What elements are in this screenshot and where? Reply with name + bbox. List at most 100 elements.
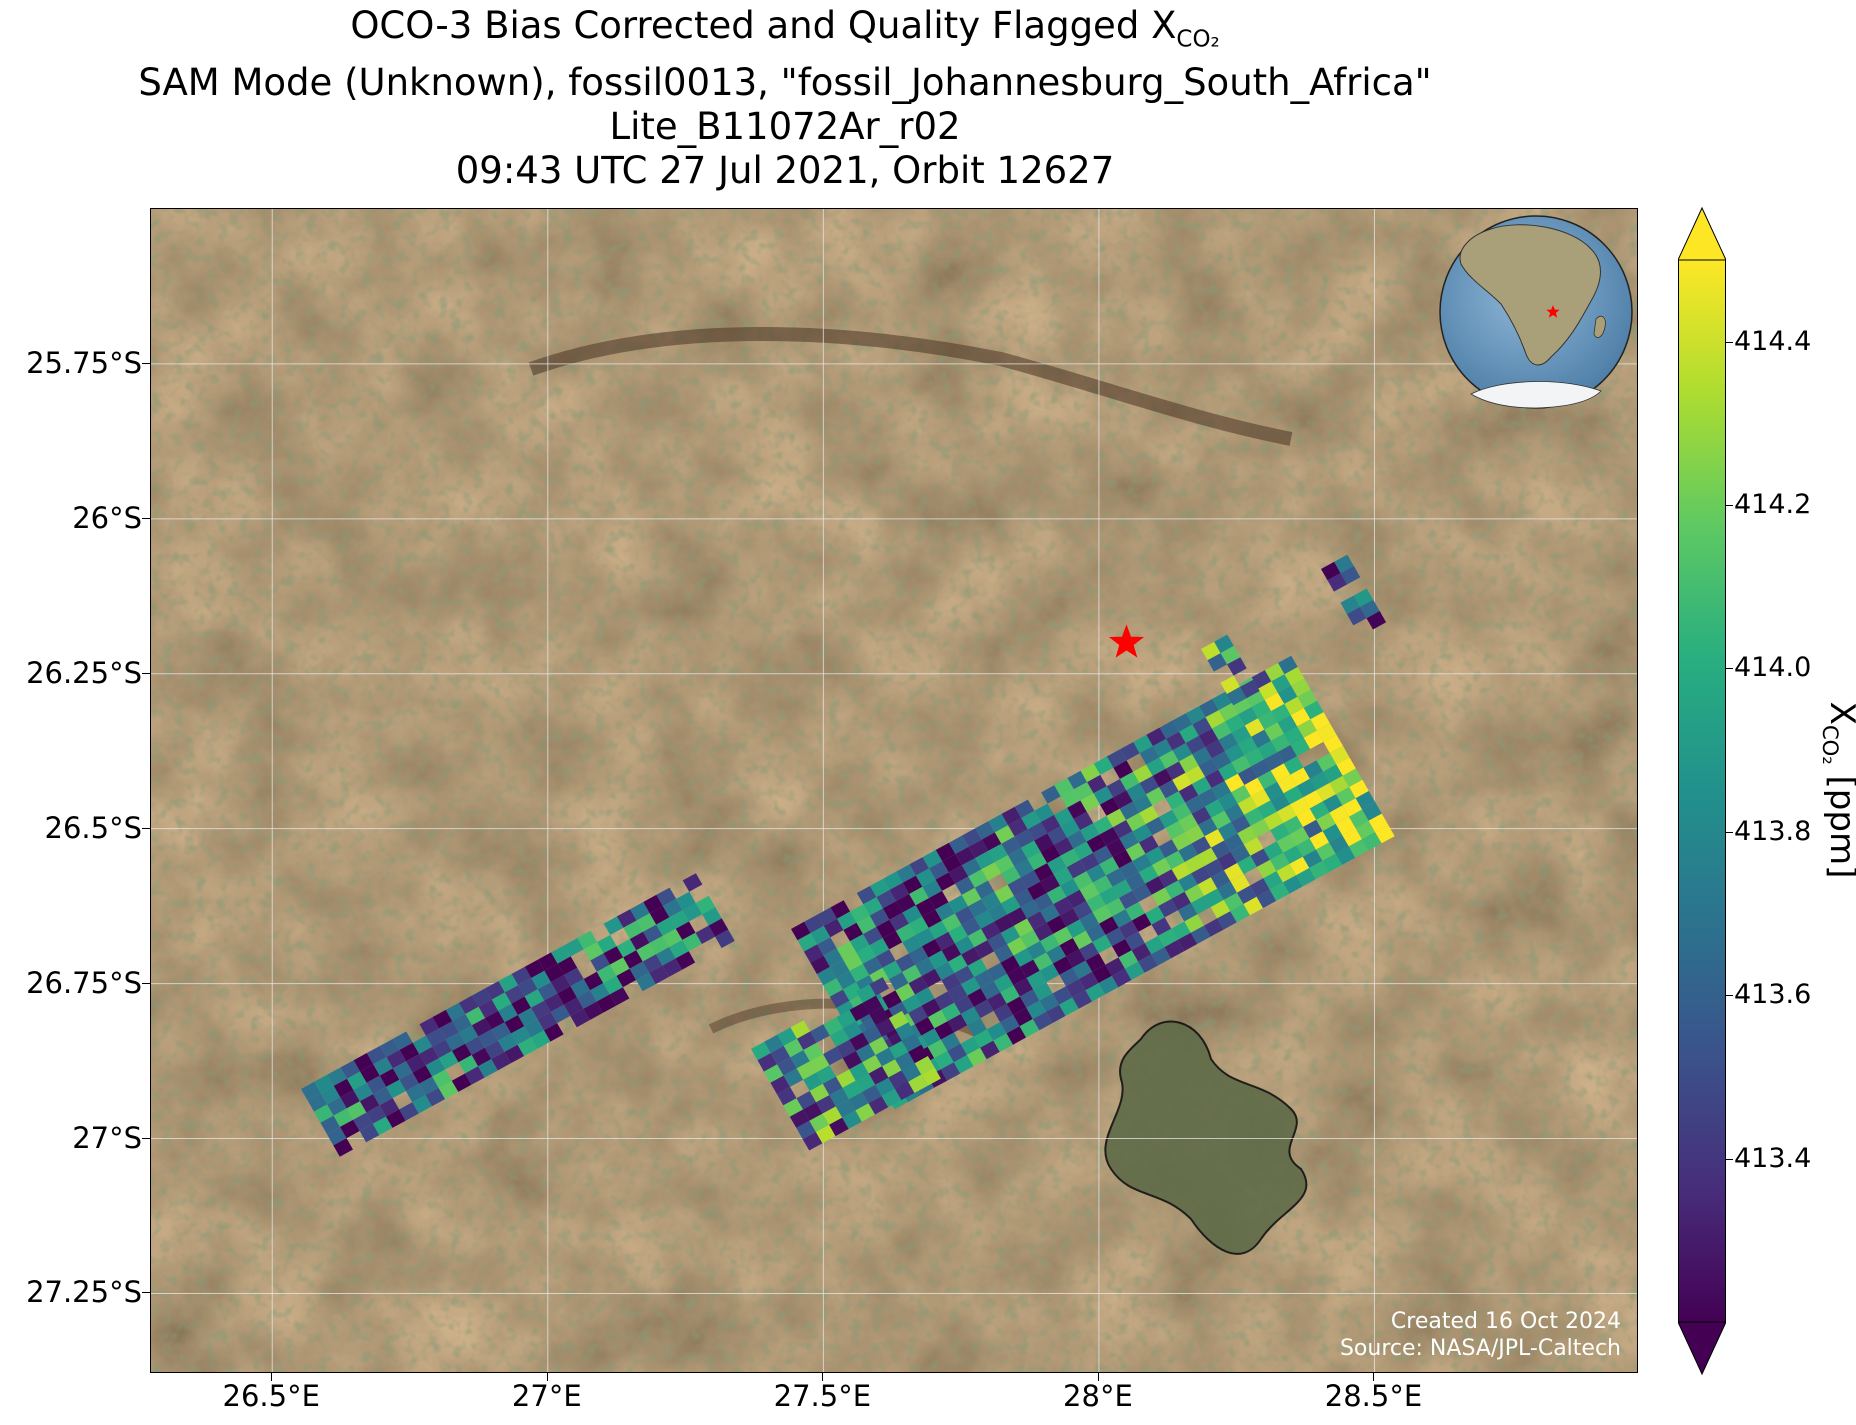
footprint-cell <box>1119 801 1140 820</box>
footprint-cell <box>1270 852 1290 872</box>
colorbar-tick-label: 413.4 <box>1734 1142 1812 1174</box>
x-tick-mark <box>546 1373 548 1381</box>
footprint-cell <box>517 1007 538 1027</box>
footprint-cell <box>504 1015 525 1034</box>
footprint-cell <box>823 978 843 997</box>
footprint-cell <box>1144 935 1165 955</box>
footprint-cell <box>379 1098 400 1117</box>
footprint-cell <box>1158 928 1178 948</box>
footprint-cell <box>1355 791 1376 810</box>
footprint-cell <box>849 934 870 953</box>
footprint-cell <box>770 1075 790 1095</box>
footprint-cell <box>491 1051 511 1071</box>
footprint-cell <box>1251 729 1271 749</box>
footprint-cell <box>1230 904 1250 923</box>
footprint-cell <box>830 959 850 979</box>
footprint-cell <box>986 1022 1007 1041</box>
footprint-cell <box>1099 886 1119 906</box>
map-canvas[interactable] <box>151 209 1638 1373</box>
footprint-cell <box>1172 802 1192 821</box>
footprint-cell <box>1191 776 1212 796</box>
footprint-cell <box>1000 896 1021 915</box>
footprint-cell <box>823 1017 843 1036</box>
footprint-cell <box>1230 844 1251 863</box>
footprint-cell <box>1323 734 1343 754</box>
footprint-cell <box>1066 949 1086 968</box>
footprint-cell <box>875 1018 896 1037</box>
footprint-cell <box>1014 859 1034 878</box>
y-tick-mark <box>142 1137 150 1139</box>
footprint-cell <box>967 928 988 948</box>
footprint-cell <box>609 987 630 1006</box>
footprint-cell <box>842 1021 863 1040</box>
footprint-cell <box>822 1106 843 1125</box>
footprint-cell <box>875 1047 896 1067</box>
footprint-cell <box>1006 996 1027 1015</box>
footprint-cell <box>320 1085 341 1105</box>
footprint-cell <box>1106 838 1126 857</box>
xco2-footprints[interactable] <box>301 554 1395 1157</box>
footprint-cell <box>1256 889 1277 909</box>
footprint-cell <box>908 1044 928 1064</box>
y-tick-mark <box>142 517 150 519</box>
footprint-cell <box>603 946 624 965</box>
footprint-cell <box>1177 903 1198 922</box>
footprint-cell <box>451 1073 472 1092</box>
footprint-cell <box>452 1043 472 1063</box>
footprint-cell <box>583 1001 604 1020</box>
footprint-cell <box>1027 881 1047 901</box>
footprint-cell <box>1019 1019 1040 1038</box>
y-tick-label: 26.75°S <box>26 965 142 1000</box>
footprint-cell <box>869 1006 889 1026</box>
footprint-cell <box>1240 679 1260 699</box>
footprint-cell <box>849 1002 870 1022</box>
footprint-cell <box>1152 738 1173 758</box>
footprint-cell <box>623 920 643 939</box>
footprint-cell <box>988 843 1008 863</box>
footprint-cell <box>1007 877 1028 896</box>
footprint-cell <box>1277 774 1297 794</box>
colorbar-tick-mark <box>1725 831 1733 833</box>
title-line-4: 09:43 UTC 27 Jul 2021, Orbit 12627 <box>455 149 1115 193</box>
footprint-cell <box>823 948 844 967</box>
colorbar <box>1678 206 1726 1376</box>
footprint-cell <box>1250 848 1270 867</box>
footprint-cell <box>1131 943 1152 962</box>
y-tick-mark <box>142 982 150 984</box>
footprint-cell <box>1000 1015 1020 1034</box>
footprint-cell <box>1093 756 1114 775</box>
x-tick-mark <box>1373 1373 1375 1381</box>
footprint-cell <box>791 921 811 941</box>
map-panel[interactable]: Created 16 Oct 2024 Source: NASA/JPL-Cal… <box>150 208 1638 1373</box>
footprint-cell <box>1020 870 1041 889</box>
footprint-cell <box>810 1024 830 1043</box>
footprint-cell <box>1205 739 1225 759</box>
footprint-cell <box>803 1072 823 1091</box>
basemap <box>151 209 1637 1372</box>
footprint-cell <box>1093 845 1113 865</box>
footprint-cell <box>1211 751 1232 770</box>
footprint-cell <box>783 1038 804 1058</box>
target-star-icon[interactable] <box>1108 624 1144 658</box>
footprint-cell <box>1217 851 1238 871</box>
footprint-cell <box>896 894 916 913</box>
footprint-cell <box>1008 818 1028 837</box>
footprint-cell <box>1257 770 1278 790</box>
footprint-cell <box>1001 806 1022 826</box>
footprint-cell <box>1040 814 1061 834</box>
footprint-cell <box>1223 892 1244 912</box>
footprint-cell <box>935 872 956 891</box>
footprint-cell <box>1192 717 1212 736</box>
footprint-cell <box>1282 875 1303 894</box>
footprint-cell <box>1178 843 1198 862</box>
footprint-cell <box>1231 755 1252 774</box>
footprint-cell <box>1099 916 1119 935</box>
footprint-cell <box>1204 918 1224 937</box>
footprint-cell <box>649 935 670 955</box>
footprint-cell <box>993 1003 1014 1023</box>
footprint-cell <box>359 1123 380 1143</box>
footprint-cell <box>948 924 968 944</box>
footprint-cell <box>1034 863 1054 882</box>
footprint-cell <box>1027 851 1048 871</box>
footprint-cell <box>1346 606 1367 626</box>
